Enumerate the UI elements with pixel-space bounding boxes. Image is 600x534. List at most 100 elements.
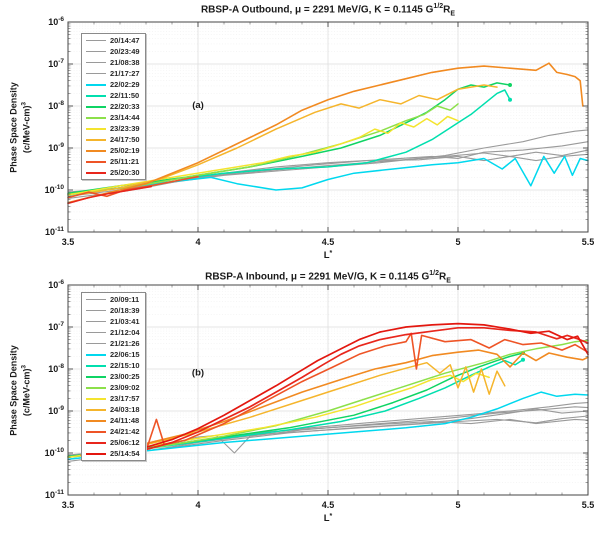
- y-tick-label: 10-7: [48, 321, 64, 332]
- legend-item: 20/23:49: [86, 46, 140, 57]
- inbound-legend: 20/09:11 20/18:39 21/03:41 21/12:04 21/21:26…: [81, 292, 146, 461]
- legend-item: 24/21:42: [86, 426, 140, 437]
- legend-line-sample: [86, 138, 106, 141]
- legend-label: 22/20:33: [110, 102, 140, 111]
- legend-label: 21/03:41: [110, 317, 140, 326]
- legend-line-sample: [86, 299, 106, 300]
- x-tick-label: 5: [455, 500, 460, 510]
- inbound-title-text: RBSP-A Inbound, μ = 2291 MeV/G, K = 0.11…: [205, 271, 430, 283]
- legend-item: 25/20:30: [86, 167, 140, 178]
- y-tick-label: 10-10: [45, 184, 65, 195]
- legend-item: 20/14:47: [86, 35, 140, 46]
- legend-line-sample: [86, 397, 106, 400]
- legend-line-sample: [86, 51, 106, 52]
- outbound-legend: 20/14:47 20/23:49 21/08:38 21/17:27 22/02:29…: [81, 33, 146, 180]
- legend-item: 24/11:48: [86, 415, 140, 426]
- inbound-panel: RBSP-A Inbound, μ = 2291 MeV/G, K = 0.11…: [0, 267, 600, 534]
- legend-line-sample: [86, 375, 106, 378]
- inbound-plot: 3.5 4 4.5 5 5.5 10-6 10-7 10-8 10-9 10-10 10-11 L* (…: [45, 279, 595, 524]
- legend-line-sample: [86, 386, 106, 389]
- legend-item: 23/14:44: [86, 112, 140, 123]
- outbound-plot: 3.5 4 4.5 5 5.5 10-6 10-7 10-8 10-9 10-10 10-11 L* (…: [45, 16, 595, 261]
- legend-line-sample: [86, 332, 106, 333]
- legend-label: 21/21:26: [110, 339, 140, 348]
- legend-line-sample: [86, 160, 106, 163]
- legend-item: 22/11:50: [86, 90, 140, 101]
- legend-item: 21/03:41: [86, 316, 140, 327]
- legend-item: 21/08:38: [86, 57, 140, 68]
- inbound-title-sup: 1/2: [429, 270, 439, 277]
- inbound-title-sub: E: [446, 277, 451, 285]
- x-tick-label: 4.5: [322, 237, 335, 247]
- legend-line-sample: [86, 353, 106, 356]
- legend-label: 23/23:39: [110, 124, 140, 133]
- y-tick-label: 10-11: [45, 226, 64, 237]
- legend-label: 20/23:49: [110, 47, 140, 56]
- series-outbound-24/17:50: [80, 84, 498, 195]
- inbound-title: RBSP-A Inbound, μ = 2291 MeV/G, K = 0.11…: [68, 270, 588, 284]
- legend-item: 21/21:26: [86, 338, 140, 349]
- legend-label: 25/20:30: [110, 168, 140, 177]
- legend-line-sample: [86, 116, 106, 119]
- y-tick-label: 10-8: [48, 100, 64, 111]
- y-tick-label: 10-10: [45, 447, 65, 458]
- series-end-marker: [521, 357, 525, 362]
- legend-item: 23/17:57: [86, 393, 140, 404]
- legend-label: 25/11:21: [110, 157, 140, 166]
- legend-line-sample: [86, 310, 106, 311]
- legend-line-sample: [86, 364, 106, 367]
- legend-line-sample: [86, 171, 106, 174]
- series-inbound-21/03:41: [67, 408, 589, 460]
- x-tick-label: 3.5: [62, 237, 75, 247]
- x-tick-label: 3.5: [62, 500, 75, 510]
- legend-line-sample: [86, 40, 106, 41]
- legend-label: 22/06:15: [110, 350, 140, 359]
- legend-label: 22/02:29: [110, 80, 140, 89]
- legend-line-sample: [86, 441, 106, 444]
- legend-item: 22/20:33: [86, 101, 140, 112]
- legend-line-sample: [86, 94, 106, 97]
- legend-item: 25/11:21: [86, 156, 140, 167]
- legend-label: 23/00:25: [110, 372, 140, 381]
- legend-label: 20/18:39: [110, 306, 140, 315]
- legend-label: 24/17:50: [110, 135, 140, 144]
- legend-item: 24/03:18: [86, 404, 140, 415]
- outbound-title-sup: 1/2: [433, 3, 444, 10]
- series-inbound-24/03:18: [80, 361, 506, 456]
- outbound-title-rbase: R: [443, 4, 451, 16]
- legend-label: 21/17:27: [110, 69, 140, 78]
- legend-item: 25/02:19: [86, 145, 140, 156]
- x-tick-label: 4: [195, 237, 200, 247]
- series-outbound-25/20:30: [67, 185, 152, 205]
- series-inbound-23/09:02: [67, 339, 589, 458]
- legend-line-sample: [86, 343, 106, 344]
- legend-line-sample: [86, 419, 106, 422]
- outbound-panel: RBSP-A Outbound, μ = 2291 MeV/G, K = 0.1…: [9, 3, 595, 261]
- x-tick-label: 4: [195, 500, 200, 510]
- legend-label: 21/08:38: [110, 58, 140, 67]
- legend-label: 23/14:44: [110, 113, 140, 122]
- x-axis-label: L*: [324, 250, 333, 261]
- legend-item: 23/09:02: [86, 382, 140, 393]
- legend-label: 24/21:42: [110, 427, 140, 436]
- legend-item: 22/06:15: [86, 349, 140, 360]
- series-end-marker: [508, 83, 512, 87]
- series-inbound-25/14:54: [98, 322, 589, 459]
- legend-item: 23/23:39: [86, 123, 140, 134]
- y-tick-label: 10-8: [48, 363, 64, 374]
- panel-letter: (b): [192, 367, 204, 378]
- series-end-marker: [508, 97, 512, 102]
- legend-item: 21/17:27: [86, 68, 140, 79]
- legend-label: 22/15:10: [110, 361, 140, 370]
- inbound-title-rbase: R: [438, 271, 447, 283]
- legend-item: 22/15:10: [86, 360, 140, 371]
- legend-label: 22/11:50: [110, 91, 140, 100]
- y-tick-label: 10-7: [48, 58, 64, 69]
- legend-item: 20/09:11: [86, 294, 140, 305]
- legend-line-sample: [86, 105, 106, 108]
- legend-line-sample: [86, 127, 106, 130]
- x-tick-label: 4.5: [322, 500, 335, 510]
- series-outbound-25/11:21: [67, 175, 199, 199]
- legend-label: 23/09:02: [110, 383, 140, 392]
